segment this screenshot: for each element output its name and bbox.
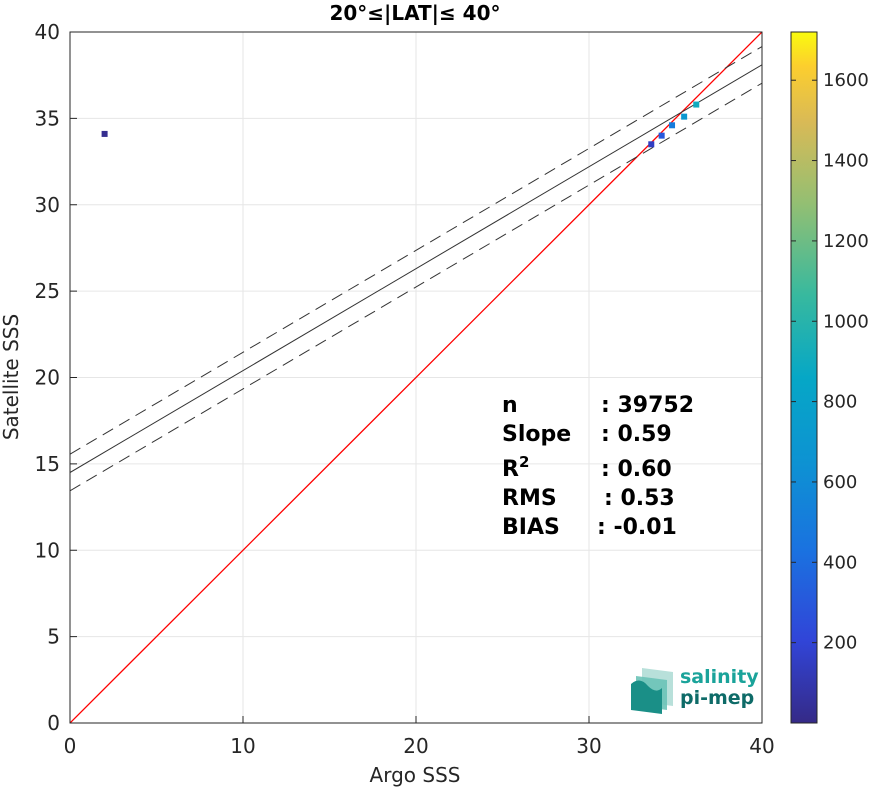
y-tick-label: 20 (35, 366, 60, 390)
colorbar (790, 31, 818, 724)
stat-value: : 0.53 (604, 486, 675, 511)
x-tick-label: 30 (576, 734, 601, 758)
colorbar-tick-label: 1200 (823, 231, 869, 252)
stat-label-text: BIAS (502, 515, 560, 540)
colorbar-tick-label: 200 (823, 633, 857, 654)
chart-title: 20°≤|LAT|≤ 40° (329, 1, 500, 25)
density-point (681, 113, 688, 120)
colorbar-ticks: 200 400 600 800 1000 1200 1400 1600 (791, 70, 869, 654)
y-tick-label: 40 (35, 20, 60, 44)
y-tick-label: 30 (35, 193, 60, 217)
colorbar-tick-label: 600 (823, 472, 857, 493)
stat-label-text: R (502, 457, 519, 482)
y-axis-ticks: 0 5 10 15 20 25 30 35 40 (35, 20, 77, 735)
identity-line (70, 32, 762, 723)
stat-label-text: n (502, 393, 518, 418)
colorbar-tick-label: 1000 (823, 311, 869, 332)
y-tick-label: 10 (35, 538, 60, 562)
fit-line (70, 64, 762, 473)
density-point (693, 101, 700, 108)
stat-value: : 39752 (601, 393, 694, 418)
x-tick-label: 10 (230, 734, 255, 758)
density-point (101, 130, 108, 137)
x-tick-label: 0 (64, 734, 77, 758)
stat-value: : 0.59 (601, 422, 672, 447)
colorbar-tick-label: 800 (823, 392, 857, 413)
x-tick-label: 40 (749, 734, 774, 758)
y-tick-label: 5 (47, 625, 60, 649)
x-axis-label: Argo SSS (370, 763, 461, 787)
stat-label: Slope (502, 422, 571, 447)
stat-label-superscript: 2 (519, 453, 529, 471)
stat-value: : 0.60 (601, 457, 672, 482)
y-axis-label: Satellite SSS (0, 314, 23, 440)
reference-lines (70, 32, 762, 723)
density-point (658, 132, 665, 139)
stat-label: n (502, 393, 518, 418)
fit-band-line (70, 82, 762, 492)
stat-label-text: RMS (502, 486, 557, 511)
colorbar-tick-label: 1600 (823, 70, 869, 91)
density-points (101, 101, 700, 148)
colorbar-tick-label: 1400 (823, 151, 869, 172)
logo-line1: salinity (680, 666, 759, 688)
x-axis-ticks: 0 10 20 30 40 (64, 716, 775, 758)
stat-label: BIAS (502, 515, 560, 540)
density-point (669, 122, 676, 129)
stat-label: RMS (502, 486, 557, 511)
y-tick-label: 25 (35, 279, 60, 303)
stat-value: : -0.01 (597, 515, 677, 540)
fit-band-line (70, 46, 762, 455)
salinity-pi-mep-logo: salinity pi-mep (631, 666, 759, 714)
y-tick-label: 15 (35, 452, 60, 476)
stat-label-text: Slope (502, 422, 571, 447)
stats-box: n : 39752 Slope : 0.59 R2 : 0.60 RMS : 0.53 BIAS… (502, 393, 694, 540)
stat-label: R2 (502, 453, 529, 482)
colorbar-tick-label: 400 (823, 552, 857, 573)
x-tick-label: 20 (403, 734, 428, 758)
density-point (648, 141, 655, 148)
wave-layers-icon (631, 668, 673, 714)
y-tick-label: 35 (35, 106, 60, 130)
logo-line2: pi-mep (680, 687, 754, 709)
y-tick-label: 0 (47, 711, 60, 735)
